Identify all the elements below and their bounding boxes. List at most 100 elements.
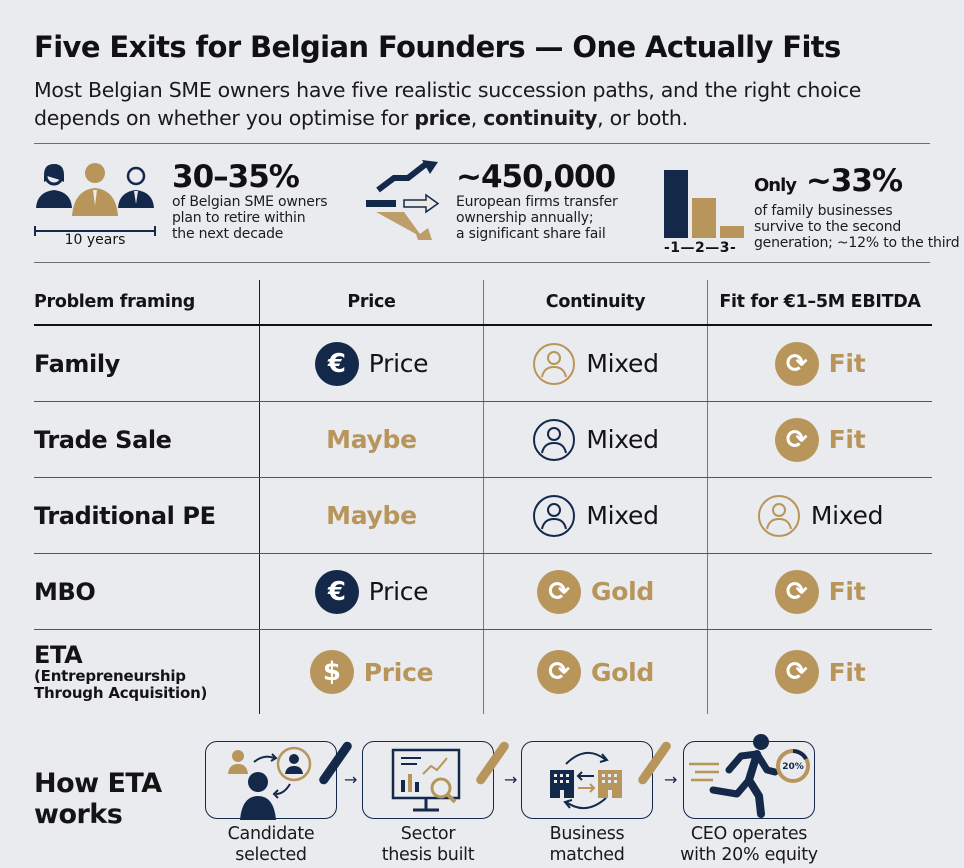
cycle-gold-icon: ⟳ [537, 650, 582, 694]
table-row-family: Family € Price Mixed ⟳ Fit [34, 326, 932, 402]
stat-desc-3: a significant share fail [456, 226, 606, 242]
cycle-gold-icon: ⟳ [774, 569, 819, 614]
step-label-line1: Sector [400, 824, 456, 844]
step-label: Candidate selected [191, 824, 351, 866]
dollar-gold-icon: $ [309, 650, 354, 694]
business-match-icon [550, 752, 622, 809]
stat-prefix: Only [754, 175, 797, 196]
stat-value: ~33% [805, 163, 903, 199]
step-label-line2: selected [235, 845, 307, 865]
stat-retirement: 10 years 30–35% of Belgian SME owners pl… [34, 150, 354, 260]
divider-top [34, 143, 930, 144]
euro-icon: € [314, 569, 359, 614]
fit-cell: ⟳ Fit [707, 402, 932, 477]
table-header-row: Problem framing Price Continuity Fit for… [34, 280, 932, 326]
how-eta-title: How ETA works [34, 768, 162, 830]
step-candidate [205, 741, 337, 820]
person-outline-navy-icon [533, 418, 576, 461]
fit-cell: ⟳ Fit [707, 630, 932, 714]
page-subtitle: Most Belgian SME owners have five realis… [34, 76, 934, 132]
fit-value: Mixed [810, 501, 884, 530]
exit-comparison-table: Problem framing Price Continuity Fit for… [34, 280, 932, 714]
row-label-main: ETA [34, 641, 83, 669]
step-label-line2: with 20% equity [680, 845, 818, 865]
price-value: Maybe [326, 501, 417, 530]
step-label-line1: Business [549, 824, 625, 844]
stat-value: 30–35% [172, 159, 300, 195]
stat-caption: 10 years [64, 232, 126, 248]
person-outline-navy-icon [533, 494, 576, 537]
step-sector [362, 741, 494, 819]
row-label: MBO [34, 577, 96, 606]
stat-desc-3: the next decade [172, 226, 284, 242]
bar-generations-icon [664, 160, 744, 238]
cycle-gold-icon: ⟳ [537, 569, 582, 614]
row-label: Traditional PE [34, 501, 216, 530]
how-eta-title-line2: works [34, 799, 123, 830]
price-cell: € Price [259, 326, 483, 401]
divider-stats [34, 262, 930, 263]
price-value: Maybe [326, 425, 417, 454]
fit-value: Fit [828, 577, 866, 606]
stat-desc-1: European firms transfer [456, 194, 618, 210]
stat-transfers: ~450,000 European firms transfer ownersh… [364, 150, 654, 260]
row-label-sub-2: Through Acquisition) [34, 684, 208, 702]
continuity-cell: Mixed [483, 478, 707, 553]
stat-desc-2: plan to retire within [172, 210, 306, 226]
col-header-price: Price [259, 280, 483, 324]
stat-desc-1: of Belgian SME owners [172, 194, 328, 210]
price-cell: Maybe [259, 478, 483, 553]
table-row-eta: ETA (Entrepreneurship Through Acquisitio… [34, 630, 932, 714]
col-header-continuity: Continuity [483, 280, 707, 324]
table-row-trade-sale: Trade Sale Maybe Mixed ⟳ Fit [34, 402, 932, 478]
arrow-right-icon: → [344, 770, 358, 789]
stat-desc-2: ownership annually; [456, 210, 594, 226]
stat-desc-2: survive to the second [754, 219, 902, 235]
continuity-value: Mixed [586, 501, 659, 530]
price-value: Price [363, 657, 434, 687]
subtitle-text: Most Belgian SME owners have five realis… [34, 78, 862, 130]
fit-cell: ⟳ Fit [707, 326, 932, 401]
price-cell: $ Price [259, 630, 483, 714]
arrow-right-icon: → [504, 770, 518, 789]
cycle-gold-icon: ⟳ [774, 417, 819, 462]
timeline-ruler [34, 226, 156, 236]
price-cell: € Price [259, 554, 483, 629]
stat-desc-3: generation; ~12% to the third [754, 235, 960, 251]
continuity-value: Gold [591, 657, 654, 687]
step-label-line1: Candidate [227, 824, 315, 844]
fit-cell: ⟳ Fit [707, 554, 932, 629]
people-group-icon [36, 163, 154, 216]
sector-thesis-icon [391, 748, 461, 812]
table-row-mbo: MBO € Price ⟳ Gold ⟳ Fit [34, 554, 932, 630]
person-outline-gold-icon [757, 494, 800, 537]
price-value: Price [368, 349, 429, 378]
equity-badge: 20% [782, 762, 804, 772]
how-eta-title-line1: How ETA [34, 768, 162, 799]
person-outline-gold-icon [533, 342, 576, 385]
step-label-line2: thesis built [381, 845, 475, 865]
candidate-select-icon [228, 746, 312, 820]
row-label-sub-1: (Entrepreneurship [34, 667, 186, 685]
step-label-line2: matched [549, 845, 625, 865]
step-label: CEO operates with 20% equity [669, 824, 829, 866]
stat-value: ~450,000 [456, 159, 616, 195]
row-label: Trade Sale [34, 425, 172, 454]
table-row-traditional-pe: Traditional PE Maybe Mixed Mixed [34, 478, 932, 554]
arrows-transfer-icon [366, 160, 440, 240]
col-header-fit: Fit for €1–5M EBITDA [707, 280, 932, 324]
price-value: Price [368, 577, 429, 606]
continuity-cell: Mixed [483, 326, 707, 401]
step-business [521, 741, 653, 819]
generation-axis: -1—2—3- [664, 240, 737, 256]
cycle-gold-icon: ⟳ [774, 341, 819, 386]
subtitle-emphasis-price: price [414, 106, 471, 130]
step-label: Sector thesis built [348, 824, 508, 866]
row-label: Family [34, 349, 120, 378]
step-label: Business matched [507, 824, 667, 866]
euro-icon: € [314, 341, 359, 386]
fit-cell: Mixed [707, 478, 932, 553]
cycle-gold-icon: ⟳ [774, 650, 819, 694]
continuity-cell: ⟳ Gold [483, 554, 707, 629]
step-ceo: 20% [683, 734, 815, 819]
